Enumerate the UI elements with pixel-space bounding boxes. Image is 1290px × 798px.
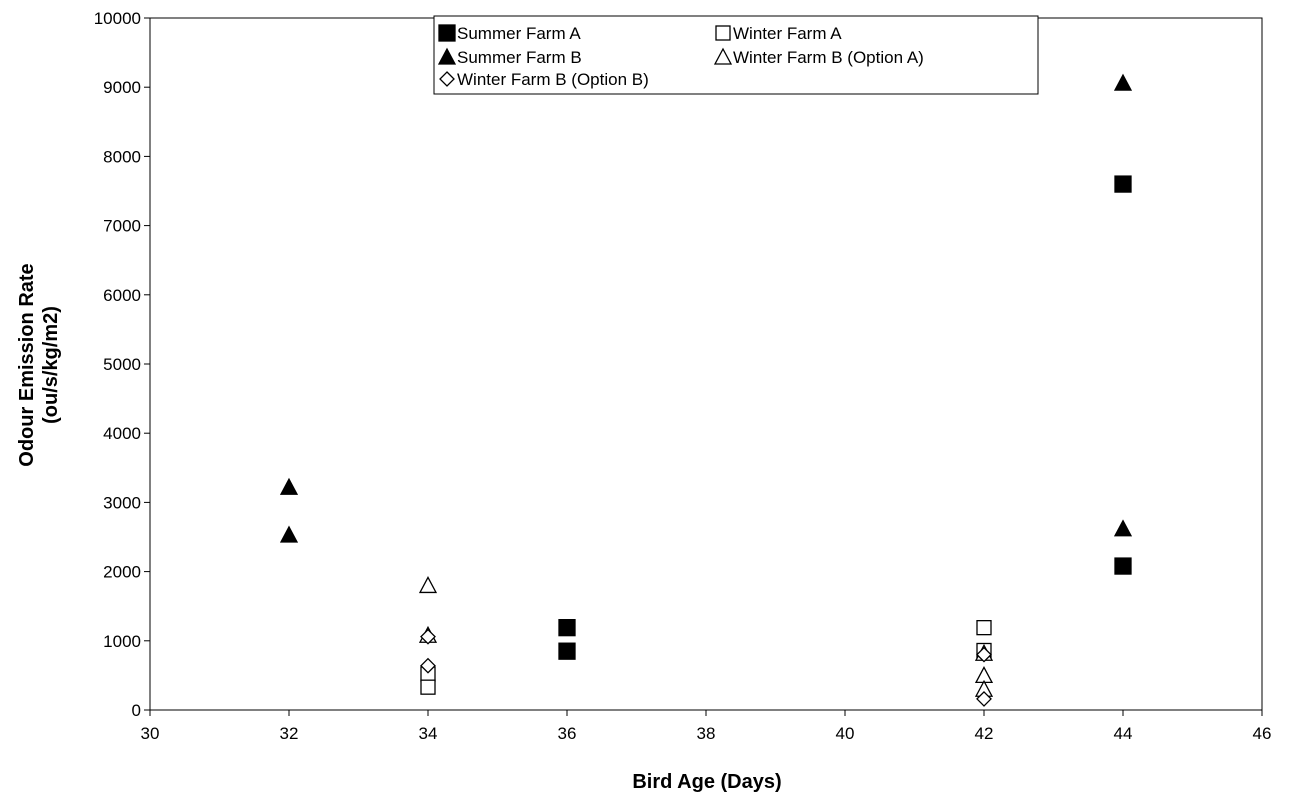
legend-item: Winter Farm A — [715, 24, 842, 43]
legend-label: Summer Farm B — [457, 48, 582, 67]
x-tick-label: 38 — [697, 724, 716, 743]
legend-label: Summer Farm A — [457, 24, 581, 43]
data-point — [558, 619, 576, 637]
data-point — [1113, 519, 1133, 537]
series-4 — [418, 576, 994, 697]
y-tick-label: 2000 — [103, 563, 141, 582]
y-tick-label: 5000 — [103, 355, 141, 374]
legend-item: Winter Farm B (Option A) — [713, 47, 924, 67]
legend-marker — [713, 47, 733, 65]
data-point — [418, 576, 438, 594]
plot-area — [149, 17, 1263, 711]
data-point — [420, 628, 436, 645]
legend-marker — [437, 47, 457, 65]
legend-marker — [438, 24, 456, 42]
axes — [149, 17, 1263, 711]
legend-label: Winter Farm B (Option A) — [733, 48, 924, 67]
x-axis-ticks: 30 32 34 36 38 40 42 44 46 — [141, 710, 1272, 743]
x-tick-label: 34 — [419, 724, 438, 743]
x-tick-label: 40 — [836, 724, 855, 743]
series-2 — [420, 620, 992, 695]
legend-marker — [715, 25, 731, 41]
legend-item: Summer Farm B — [437, 47, 582, 67]
data-point — [558, 642, 576, 660]
data-point — [1114, 175, 1132, 193]
data-point — [420, 657, 436, 674]
y-tick-label: 9000 — [103, 78, 141, 97]
y-tick-label: 8000 — [103, 147, 141, 166]
data-point — [1113, 73, 1133, 91]
y-tick-label: 7000 — [103, 217, 141, 236]
legend-item: Summer Farm A — [438, 24, 581, 43]
x-axis-title: Bird Age (Days) — [632, 771, 781, 793]
y-axis-title: Odour Emission Rate (ou/s/kg/m2) — [16, 263, 62, 466]
legend-box — [433, 15, 1039, 95]
series-1 — [558, 175, 1132, 660]
x-tick-label: 36 — [558, 724, 577, 743]
data-point — [279, 525, 299, 543]
data-point — [279, 477, 299, 495]
y-tick-label: 3000 — [103, 493, 141, 512]
legend-item: Winter Farm B (Option B) — [439, 70, 649, 89]
x-tick-label: 42 — [975, 724, 994, 743]
y-tick-label: 10000 — [94, 9, 141, 28]
y-axis-ticks: 0 1000 2000 3000 4000 5000 6000 7000 8000 9000 100… — [94, 9, 150, 720]
data-points — [279, 73, 1133, 707]
y-tick-label: 6000 — [103, 286, 141, 305]
x-tick-label: 46 — [1253, 724, 1272, 743]
legend-label: Winter Farm A — [733, 24, 842, 43]
x-tick-label: 32 — [280, 724, 299, 743]
data-point — [976, 691, 992, 707]
data-point — [976, 646, 992, 663]
legend-label: Winter Farm B (Option B) — [457, 70, 649, 89]
series-3 — [279, 73, 1133, 543]
data-point — [1114, 557, 1132, 575]
y-axis-title-line-2: (ou/s/kg/m2) — [40, 306, 62, 424]
y-axis-title-line-1: Odour Emission Rate — [16, 263, 38, 466]
data-point — [976, 620, 992, 636]
series-5 — [420, 628, 992, 707]
y-tick-label: 0 — [132, 701, 141, 720]
y-tick-label: 4000 — [103, 424, 141, 443]
x-tick-label: 44 — [1114, 724, 1133, 743]
legend: Summer Farm A Winter Farm A Summer Farm B W… — [433, 15, 1039, 95]
x-tick-label: 30 — [141, 724, 160, 743]
y-tick-label: 1000 — [103, 632, 141, 651]
data-point — [420, 679, 436, 695]
legend-marker — [439, 71, 455, 87]
